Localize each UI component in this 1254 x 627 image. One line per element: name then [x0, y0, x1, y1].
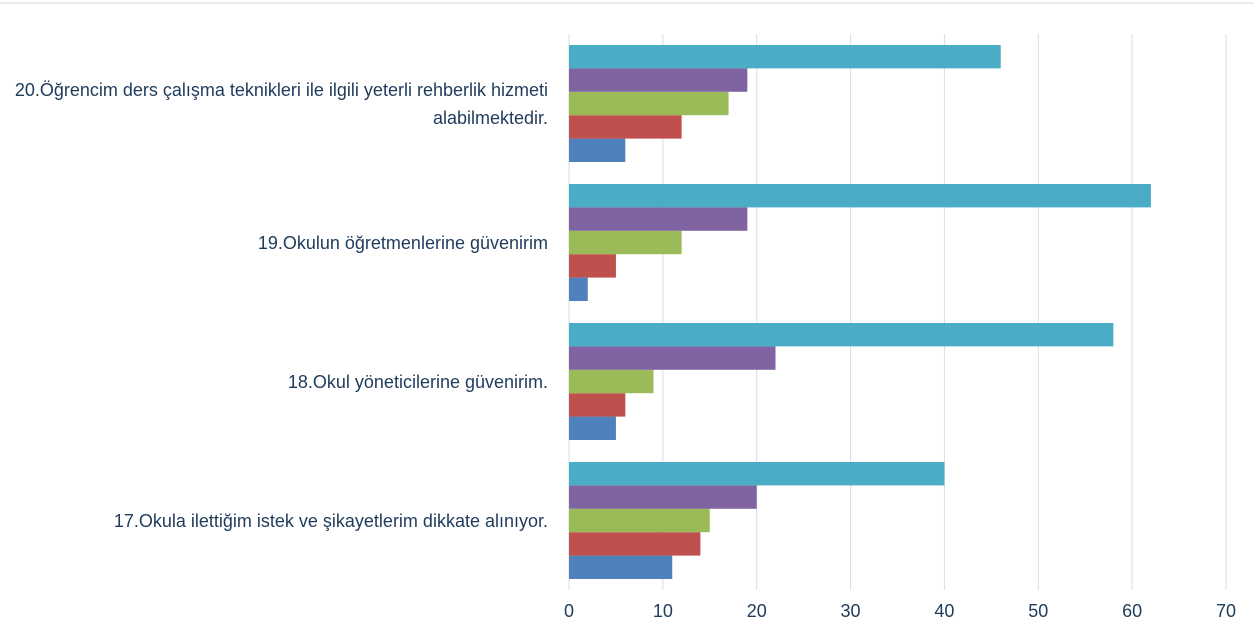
bar [569, 207, 748, 231]
category-label: 17.Okula ilettiğim istek ve şikayetlerim… [113, 510, 548, 531]
bar [569, 254, 616, 278]
x-tick-label: 30 [841, 601, 861, 621]
bar [569, 416, 616, 440]
x-tick-label: 60 [1122, 601, 1142, 621]
bar [569, 115, 682, 139]
x-tick-label: 10 [653, 601, 673, 621]
bar [569, 323, 1114, 347]
x-tick-label: 50 [1028, 601, 1048, 621]
bar [569, 485, 757, 509]
bar [569, 532, 701, 556]
bar [569, 393, 626, 417]
x-tick-label: 0 [564, 601, 574, 621]
bar [569, 184, 1151, 208]
x-tick-label: 20 [747, 601, 767, 621]
bar [569, 508, 710, 533]
bar [569, 555, 673, 579]
bar [569, 45, 1001, 69]
bar [569, 68, 748, 92]
category-label: 20.Öğrencim ders çalışma teknikleri ile … [14, 79, 548, 128]
x-tick-label: 70 [1216, 601, 1236, 621]
x-tick-label: 40 [934, 601, 954, 621]
bar [569, 138, 626, 162]
bar [569, 369, 654, 394]
bar [569, 277, 588, 301]
bar [569, 462, 945, 486]
bar [569, 230, 682, 255]
bar [569, 346, 776, 370]
category-label: 18.Okul yöneticilerine güvenirim. [287, 371, 548, 392]
category-label: 19.Okulun öğretmenlerine güvenirim [257, 232, 548, 253]
bar [569, 91, 729, 116]
